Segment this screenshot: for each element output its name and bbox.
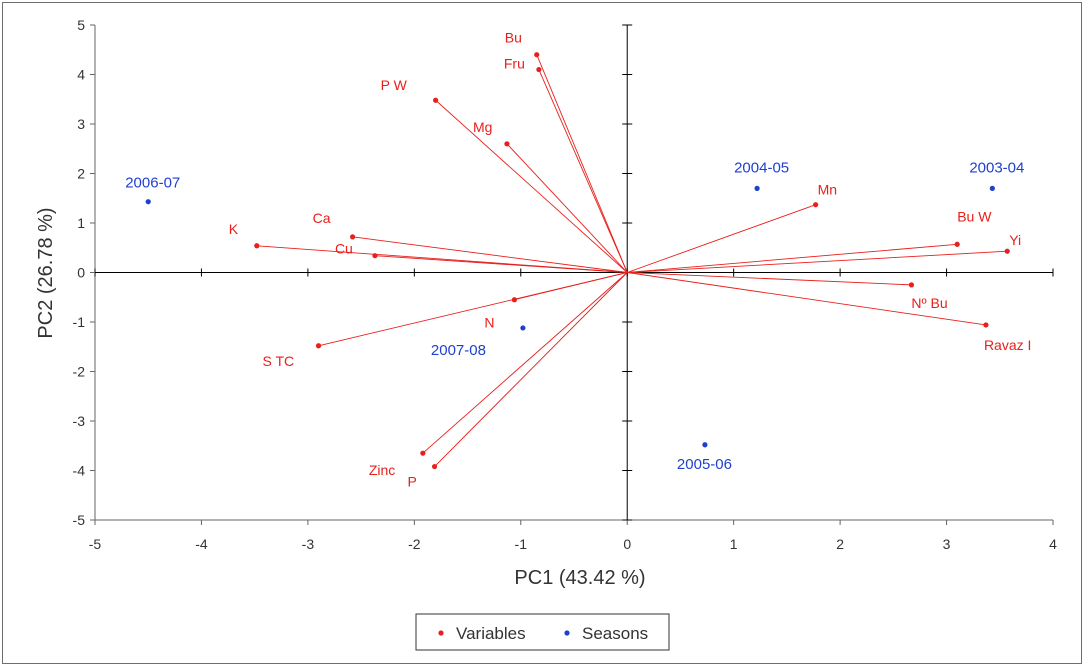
y-tick-label: 2	[77, 166, 85, 182]
variable-point-p	[431, 463, 438, 470]
y-tick-label: 0	[77, 265, 85, 281]
vector-n-bu	[627, 272, 912, 286]
variable-label-fru: Fru	[504, 56, 525, 72]
variable-vectors	[256, 54, 1008, 467]
legend-label-variables: Variables	[456, 624, 526, 643]
variable-label-cu: Cu	[335, 241, 353, 257]
y-axis-title: PC2 (26.78 %)	[35, 207, 57, 338]
variable-point-yi	[1004, 248, 1010, 254]
variable-label-zinc: Zinc	[369, 462, 395, 478]
variable-point-ca	[349, 234, 356, 240]
legend-box	[415, 613, 670, 651]
variable-point-mg	[504, 141, 510, 147]
variable-point-bu-w	[954, 241, 960, 247]
variable-label-p: P	[408, 474, 417, 490]
legend-label-seasons: Seasons	[582, 624, 648, 643]
x-tick-label: 1	[730, 536, 738, 552]
vector-bu-w	[627, 243, 958, 273]
variable-label-n-bu: Nº Bu	[911, 295, 947, 311]
variable-point-k	[254, 243, 260, 249]
vector-mn	[627, 204, 816, 273]
season-point-2003-04	[989, 185, 995, 191]
y-tick-label: -3	[73, 413, 86, 429]
vector-s-tc	[318, 272, 628, 347]
season-point-2005-06	[702, 442, 708, 448]
vector-ravaz-i	[627, 272, 987, 326]
variable-point-cu	[372, 253, 378, 259]
variable-label-bu: Bu	[505, 30, 522, 46]
season-point-2007-08	[520, 325, 526, 331]
variable-point-s-tc	[315, 343, 322, 349]
x-tick-label: 2	[836, 536, 844, 552]
season-label-2006-07: 2006-07	[125, 175, 180, 192]
season-point-2006-07	[145, 199, 151, 205]
vector-mg	[506, 143, 628, 273]
vector-k	[256, 245, 628, 273]
variable-label-mg: Mg	[473, 119, 492, 135]
vector-p-w	[435, 99, 628, 273]
variable-point-ravaz-i	[983, 322, 989, 328]
variable-point-mn	[813, 202, 819, 208]
x-tick-label: 4	[1049, 536, 1057, 552]
vector-yi	[627, 250, 1008, 273]
variable-label-bu-w: Bu W	[957, 208, 992, 224]
variable-point-p-w	[433, 97, 439, 103]
x-tick-label: -2	[408, 536, 421, 552]
y-tick-label: 5	[77, 17, 85, 33]
y-tick-label: 3	[77, 116, 85, 132]
variable-label-n: N	[484, 315, 494, 331]
vector-p	[434, 272, 628, 467]
legend: Variables Seasons	[415, 613, 670, 651]
variable-point-zinc	[420, 450, 426, 456]
vector-bu	[536, 54, 628, 273]
x-tick-label: 0	[623, 536, 631, 552]
vector-fru	[538, 69, 628, 273]
variable-label-ca: Ca	[313, 210, 331, 226]
vector-ca	[352, 236, 628, 273]
x-tick-label: 3	[943, 536, 951, 552]
x-tick-label: -1	[515, 536, 528, 552]
x-axis-title: PC1 (43.42 %)	[514, 567, 645, 589]
season-point-2004-05	[754, 185, 760, 191]
variable-label-s-tc: S TC	[263, 353, 295, 369]
legend-marker-variables	[438, 630, 444, 636]
axes: -5 -4 -3 -2 -1 0 1 2 3 4 -5 -4 -3 -2 -1 0 1 2 3 4 5	[73, 17, 1058, 552]
variable-label-p-w: P W	[381, 77, 408, 93]
y-tick-label: -4	[73, 463, 86, 479]
x-tick-label: -4	[195, 536, 208, 552]
season-label-2007-08: 2007-08	[431, 342, 486, 359]
variable-label-yi: Yi	[1009, 232, 1021, 248]
variable-point-bu	[534, 52, 540, 58]
y-tick-label: -1	[73, 314, 86, 330]
season-label-2005-06: 2005-06	[677, 456, 732, 473]
variable-label-mn: Mn	[818, 182, 837, 198]
variable-label-k: K	[229, 221, 239, 237]
y-tick-label: 1	[77, 215, 85, 231]
variable-point-n-bu	[908, 282, 915, 288]
data-points	[145, 52, 1010, 470]
y-tick-label: -2	[73, 364, 86, 380]
variable-label-ravaz-i: Ravaz I	[984, 337, 1031, 353]
season-label-2004-05: 2004-05	[734, 159, 789, 176]
vector-zinc	[422, 272, 628, 454]
x-tick-label: -5	[89, 536, 102, 552]
y-tick-label: -5	[73, 512, 86, 528]
y-tick-label: 4	[77, 67, 85, 83]
x-tick-label: -3	[302, 536, 315, 552]
variable-point-n	[511, 297, 517, 303]
chart-frame	[2, 2, 1082, 664]
variable-point-fru	[536, 66, 542, 73]
legend-marker-seasons	[564, 630, 570, 636]
season-label-2003-04: 2003-04	[969, 159, 1024, 176]
